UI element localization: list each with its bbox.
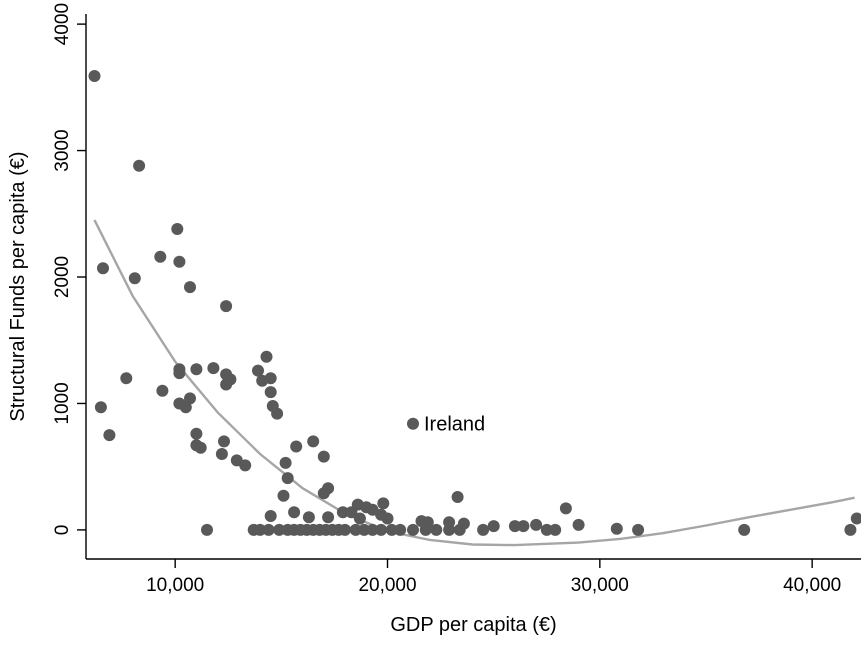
- data-point: [377, 497, 390, 510]
- data-point: [264, 386, 277, 399]
- data-point: [194, 441, 207, 454]
- data-point: [128, 272, 141, 285]
- data-point: [610, 522, 623, 535]
- data-point: [559, 502, 572, 515]
- data-point: [88, 70, 101, 82]
- x-tick-label: 20,000: [358, 575, 416, 596]
- y-tick-label: 4000: [52, 3, 73, 45]
- data-point: [453, 523, 466, 536]
- data-point: [419, 523, 432, 536]
- data-point: [215, 448, 228, 460]
- data-point: [487, 520, 500, 533]
- data-point: [220, 378, 233, 391]
- x-tick-label: 40,000: [783, 575, 841, 596]
- fit-curve: [93, 219, 855, 547]
- data-point: [273, 523, 286, 536]
- data-point: [201, 523, 213, 536]
- data-point: [322, 511, 335, 524]
- data-point: [173, 367, 186, 380]
- x-tick-label: 10,000: [146, 575, 204, 596]
- x-tick-label: 30,000: [571, 575, 629, 596]
- data-point: [339, 523, 351, 536]
- data-point: [179, 401, 192, 414]
- data-point: [477, 523, 490, 536]
- data-point: [239, 459, 252, 472]
- data-point: [290, 440, 303, 453]
- data-point: [738, 523, 751, 536]
- data-point: [281, 472, 294, 485]
- data-point: [252, 364, 264, 377]
- data-point: [540, 523, 553, 536]
- x-axis-ticks: 10,000 20,000 30,000 40,000: [146, 559, 841, 596]
- data-point: [394, 523, 407, 536]
- x-axis-title: GDP per capita (€): [390, 614, 556, 636]
- data-point: [345, 506, 358, 519]
- fit-curve-layer: [93, 219, 855, 547]
- data-point: [353, 512, 366, 525]
- data-point: [508, 520, 521, 533]
- data-point: [317, 450, 330, 463]
- data-point: [120, 372, 133, 385]
- y-tick-label: 0: [52, 525, 73, 536]
- data-point: [336, 506, 349, 519]
- annotation-label: Ireland: [424, 414, 485, 436]
- data-point: [381, 512, 394, 525]
- data-point: [279, 456, 292, 469]
- data-point: [271, 407, 284, 420]
- y-tick-label: 3000: [52, 129, 73, 171]
- data-point: [366, 523, 379, 536]
- data-point: [190, 363, 203, 376]
- annotations-layer: Ireland: [424, 414, 485, 436]
- data-point: [254, 523, 267, 536]
- data-point: [264, 372, 277, 385]
- data-point: [451, 491, 464, 503]
- data-point: [443, 523, 456, 536]
- data-point: [220, 300, 233, 313]
- data-point: [317, 487, 330, 500]
- data-point: [154, 250, 167, 263]
- data-point: [171, 223, 184, 235]
- data-point: [97, 262, 109, 275]
- data-point: [94, 401, 107, 414]
- data-point: [850, 512, 861, 525]
- data-point: [184, 281, 196, 294]
- data-point: [407, 417, 419, 430]
- y-axis-ticks: 0 1000 2000 3000 4000: [52, 3, 86, 535]
- data-point: [632, 523, 645, 536]
- data-point: [218, 435, 230, 448]
- data-point: [530, 518, 543, 531]
- data-point: [302, 511, 315, 524]
- axes: [85, 14, 861, 560]
- data-point: [385, 523, 398, 536]
- data-point: [572, 518, 585, 531]
- data-point: [358, 523, 371, 536]
- data-point: [288, 506, 301, 519]
- data-point: [349, 523, 362, 536]
- data-point: [156, 384, 169, 397]
- data-point: [517, 520, 530, 533]
- y-tick-label: 2000: [52, 256, 73, 298]
- data-point: [407, 523, 419, 536]
- data-point: [103, 429, 116, 442]
- data-point: [190, 427, 203, 440]
- data-point: [264, 510, 277, 522]
- y-axis-title: Structural Funds per capita (€): [7, 151, 29, 421]
- data-points-layer: [88, 70, 861, 536]
- data-point: [549, 523, 562, 536]
- data-point: [262, 523, 275, 536]
- data-point: [260, 350, 273, 363]
- data-point: [430, 523, 443, 536]
- data-point: [184, 392, 196, 405]
- data-point: [375, 523, 388, 536]
- data-point: [277, 489, 290, 502]
- y-tick-label: 1000: [52, 382, 73, 424]
- data-point: [173, 255, 186, 268]
- data-point: [307, 435, 320, 448]
- data-point: [133, 159, 146, 172]
- data-point: [844, 523, 857, 536]
- data-point: [207, 362, 220, 375]
